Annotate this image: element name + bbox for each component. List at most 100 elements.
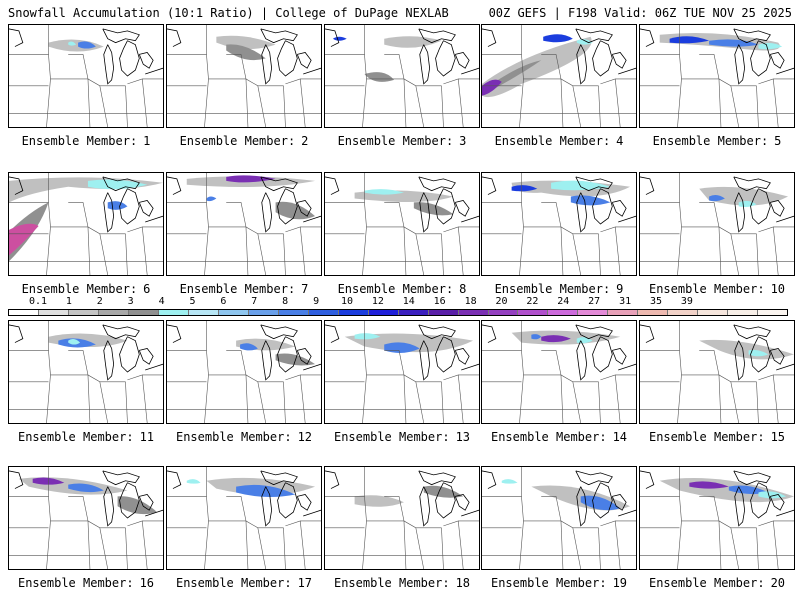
colorbar-tick-label: 14 <box>402 296 415 307</box>
member-number: 12 <box>297 430 313 444</box>
colorbar-tick-label: 20 <box>495 296 508 307</box>
colorbar-tick-label: 1 <box>65 296 72 307</box>
colorbar-tick-label: 4 <box>158 296 165 307</box>
member-label-text: Ensemble Member: <box>337 134 454 148</box>
member-label-text: Ensemble Member: <box>490 576 607 590</box>
member-number: 5 <box>774 134 782 148</box>
member-label-text: Ensemble Member: <box>179 134 296 148</box>
ensemble-member-map <box>166 466 322 570</box>
colorbar-swatch <box>38 310 69 315</box>
member-label-text: Ensemble Member: <box>175 576 292 590</box>
ensemble-member-map <box>481 466 637 570</box>
ensemble-member-label: Ensemble Member: 16 <box>8 576 164 590</box>
colorbar-swatch <box>728 310 759 315</box>
ensemble-member-map <box>481 320 637 424</box>
ensemble-member-label: Ensemble Member: 14 <box>481 430 637 444</box>
member-label-text: Ensemble Member: <box>648 430 765 444</box>
ensemble-member-map <box>639 466 795 570</box>
member-label-text: Ensemble Member: <box>17 576 134 590</box>
colorbar-tick-label: 6 <box>220 296 227 307</box>
ensemble-member-map <box>639 320 795 424</box>
member-label-text: Ensemble Member: <box>494 134 611 148</box>
member-label-text: Ensemble Member: <box>648 282 765 296</box>
colorbar-swatch <box>548 310 579 315</box>
chart-title: Snowfall Accumulation (10:1 Ratio) | Col… <box>8 6 449 20</box>
ensemble-member-label: Ensemble Member: 5 <box>639 134 795 148</box>
member-label-text: Ensemble Member: <box>175 430 292 444</box>
member-label-text: Ensemble Member: <box>494 282 611 296</box>
colorbar-swatch <box>308 310 339 315</box>
colorbar-swatch <box>158 310 189 315</box>
member-number: 7 <box>301 282 309 296</box>
ensemble-member-label: Ensemble Member: 13 <box>324 430 480 444</box>
colorbar-tick-label: 35 <box>649 296 663 307</box>
member-number: 14 <box>612 430 628 444</box>
colorbar-tick-label: 24 <box>557 296 570 307</box>
ensemble-member-label: Ensemble Member: 9 <box>481 282 637 296</box>
member-label-text: Ensemble Member: <box>21 134 138 148</box>
ensemble-member-label: Ensemble Member: 7 <box>166 282 322 296</box>
colorbar-tick-label: 9 <box>313 296 320 307</box>
ensemble-member-map <box>324 320 480 424</box>
member-label-text: Ensemble Member: <box>17 430 134 444</box>
member-number: 4 <box>616 134 624 148</box>
colorbar-tick-label: 5 <box>189 296 196 307</box>
colorbar-tick-label: 10 <box>340 296 354 307</box>
colorbar-swatch <box>188 310 219 315</box>
ensemble-member-map <box>8 466 164 570</box>
ensemble-member-map <box>324 24 480 128</box>
colorbar-tick-label: 0.1 <box>28 296 48 307</box>
ensemble-member-map <box>324 172 480 276</box>
ensemble-member-map <box>639 24 795 128</box>
colorbar-tick-label: 3 <box>127 296 134 307</box>
member-label-text: Ensemble Member: <box>652 134 769 148</box>
ensemble-member-label: Ensemble Member: 11 <box>8 430 164 444</box>
member-number: 11 <box>139 430 155 444</box>
colorbar-tick-label: 2 <box>96 296 103 307</box>
member-number: 6 <box>143 282 151 296</box>
member-label-text: Ensemble Member: <box>21 282 138 296</box>
colorbar-swatch <box>248 310 279 315</box>
ensemble-member-map <box>481 172 637 276</box>
member-number: 2 <box>301 134 309 148</box>
ensemble-member-label: Ensemble Member: 3 <box>324 134 480 148</box>
member-label-text: Ensemble Member: <box>648 576 765 590</box>
colorbar-tick-label: 12 <box>371 296 384 307</box>
colorbar-swatch <box>638 310 669 315</box>
member-label-text: Ensemble Member: <box>333 430 450 444</box>
ensemble-member-label: Ensemble Member: 8 <box>324 282 480 296</box>
member-label-text: Ensemble Member: <box>337 282 454 296</box>
colorbar-swatch <box>668 310 699 315</box>
colorbar-swatch <box>428 310 459 315</box>
colorbar-swatch <box>278 310 309 315</box>
ensemble-member-label: Ensemble Member: 19 <box>481 576 637 590</box>
colorbar-swatch <box>218 310 249 315</box>
ensemble-member-label: Ensemble Member: 6 <box>8 282 164 296</box>
member-label-text: Ensemble Member: <box>490 430 607 444</box>
member-number: 1 <box>143 134 151 148</box>
ensemble-member-map <box>639 172 795 276</box>
colorbar-swatch <box>128 310 159 315</box>
colorbar-swatch <box>698 310 729 315</box>
ensemble-member-map <box>166 24 322 128</box>
colorbar-swatch <box>398 310 429 315</box>
ensemble-member-label: Ensemble Member: 4 <box>481 134 637 148</box>
ensemble-member-map <box>8 320 164 424</box>
colorbar-swatch <box>578 310 609 315</box>
ensemble-member-label: Ensemble Member: 1 <box>8 134 164 148</box>
colorbar-tick-label: 16 <box>433 296 446 307</box>
ensemble-member-map <box>166 172 322 276</box>
member-number: 19 <box>612 576 628 590</box>
colorbar-tick-label: 18 <box>464 296 477 307</box>
member-number: 9 <box>616 282 624 296</box>
ensemble-member-map <box>8 172 164 276</box>
ensemble-member-label: Ensemble Member: 15 <box>639 430 795 444</box>
colorbar-tick-label: 7 <box>251 296 258 307</box>
member-number: 8 <box>459 282 467 296</box>
ensemble-member-map <box>324 466 480 570</box>
member-number: 15 <box>770 430 786 444</box>
ensemble-member-label: Ensemble Member: 17 <box>166 576 322 590</box>
colorbar-swatch <box>68 310 99 315</box>
colorbar-tick-label: 27 <box>588 296 601 307</box>
colorbar-tick-label: 31 <box>619 296 632 307</box>
